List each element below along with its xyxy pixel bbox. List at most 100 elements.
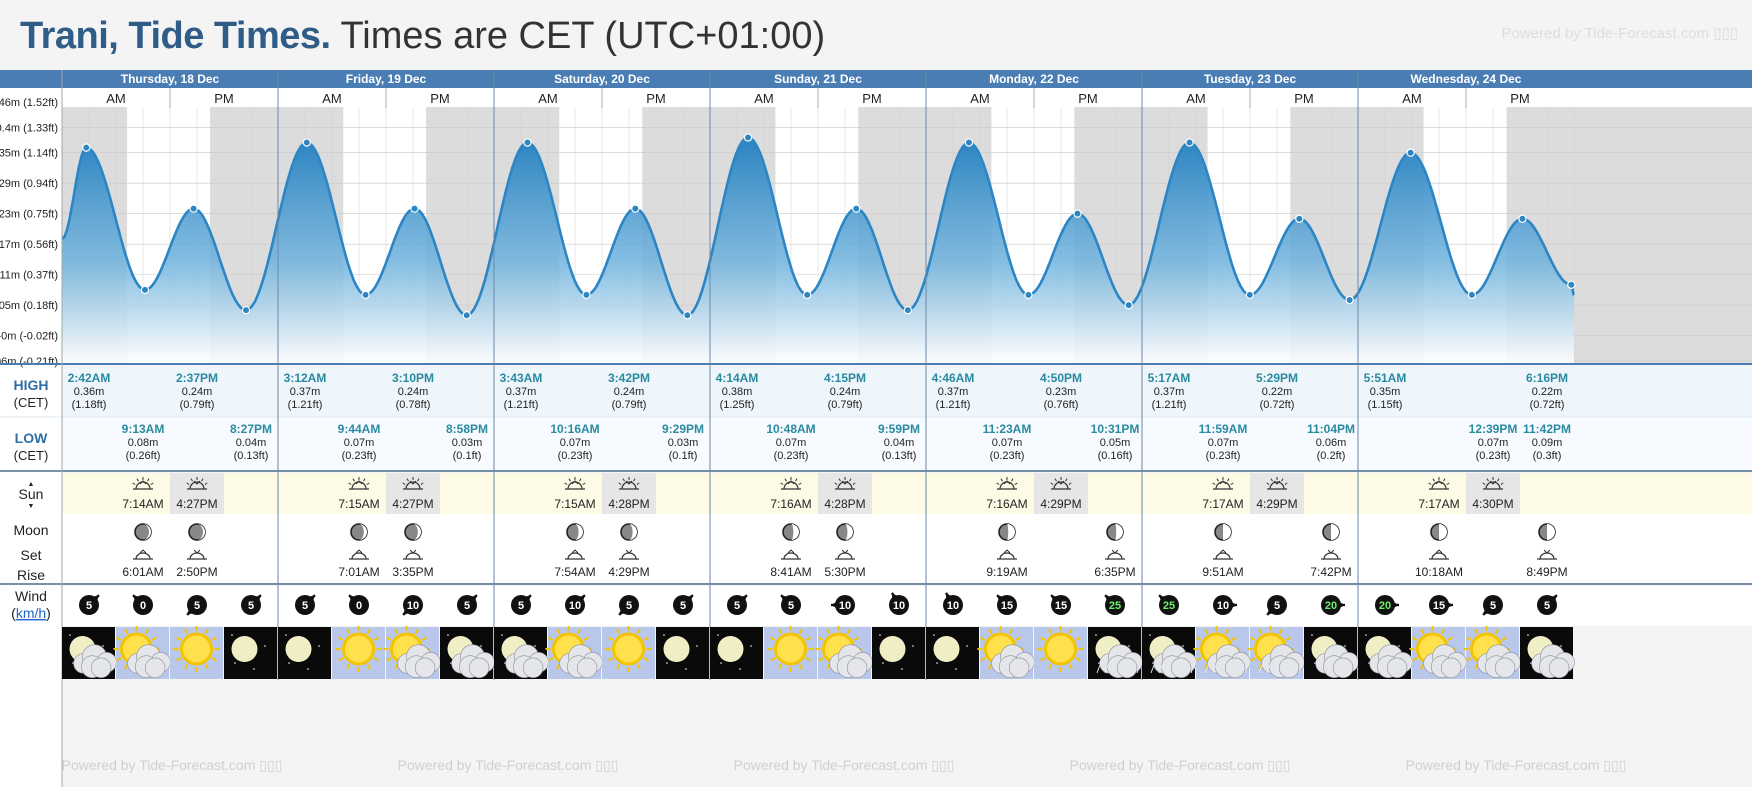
sun-ray: [366, 628, 371, 634]
sun-ray: [1212, 482, 1216, 485]
sun-ray: [778, 628, 783, 634]
wind-arrow-head: [1447, 602, 1453, 608]
cloud-puff: [1440, 657, 1462, 678]
star: [685, 668, 687, 670]
sun-ray: [352, 478, 355, 482]
low-tide-cell-time: 11:04PM: [1307, 422, 1355, 436]
partly-cloudy-day-icon: [545, 626, 603, 679]
moon-phase-icon: [350, 523, 368, 541]
wind-disc: [79, 595, 99, 615]
low-tide-point: [241, 305, 251, 315]
low-tide-cell-height-m: 0.08m: [128, 437, 159, 449]
wind-disc: [295, 595, 315, 615]
sun-ray: [616, 628, 621, 634]
cloud-shape: [505, 644, 549, 679]
moon-lit-part: [359, 524, 367, 540]
sun-arrow: [1489, 480, 1497, 485]
moonrise-icon: [349, 549, 369, 560]
low-tide-cell-height-ft: (0.13ft): [234, 450, 269, 462]
wind-speed: 10: [569, 600, 581, 612]
moon-lit-part: [1547, 524, 1555, 540]
moon-arrow: [409, 549, 417, 554]
low-tide-point: [683, 311, 692, 320]
sun-ray: [1065, 478, 1068, 482]
low-tide-point: [1024, 290, 1033, 300]
cloud-shape: [127, 644, 171, 679]
moon-lit-part: [1007, 524, 1015, 540]
wind-unit-link[interactable]: km/h: [16, 605, 46, 621]
sun-up-arrow: ▲: [28, 481, 35, 488]
low-tide-point: [1245, 290, 1255, 300]
cloud-puff: [468, 657, 490, 678]
day-header: Saturday, 20 Dec: [554, 72, 650, 86]
wind-unit: (km/h): [11, 605, 51, 621]
sun-ray: [211, 657, 217, 662]
am-label: AM: [1186, 91, 1206, 106]
rain-drop: [1158, 664, 1163, 674]
wind-speed: 5: [1490, 600, 1496, 612]
low-tide-cell-time: 11:59AM: [1199, 422, 1248, 436]
high-tide-point: [302, 138, 311, 147]
moonrise-time: 10:18AM: [1415, 565, 1463, 579]
high-tide-cell-time: 5:29PM: [1256, 371, 1298, 385]
rain-drop: [1190, 664, 1195, 674]
high-tide-cell-height-m: 0.37m: [938, 386, 969, 398]
moon-phase-icon: [1322, 523, 1340, 541]
low-tide-cell-height-m: 0.07m: [776, 437, 807, 449]
rain-drop: [1182, 664, 1187, 674]
sun-ray: [1440, 628, 1445, 634]
am-label: AM: [1402, 91, 1422, 106]
high-tide-cell-height-m: 0.22m: [1262, 386, 1293, 398]
sun-disc: [1215, 481, 1231, 490]
high-tide-point: [1185, 138, 1194, 147]
sun-ray: [980, 657, 986, 662]
rain-night-icon: [1142, 627, 1197, 679]
sun-disc: [1053, 481, 1069, 490]
cloud-shape: [1477, 644, 1521, 679]
high-tide-cell-time: 6:16PM: [1526, 371, 1568, 385]
sun-shape: [612, 632, 645, 666]
y-tick-label: 0.11m (0.37ft): [0, 270, 58, 282]
moonset-icon: [1321, 549, 1341, 560]
sun-ray: [853, 636, 859, 641]
moon-arrow: [1435, 549, 1443, 554]
star: [1149, 634, 1151, 636]
rain-drop: [1204, 664, 1209, 674]
high-row-bg: [62, 366, 1752, 417]
sun-ray: [838, 478, 841, 482]
sun-arrow: [787, 480, 795, 485]
sun-ray: [1230, 482, 1234, 485]
sun-arrow: [1435, 480, 1443, 485]
sun-ray: [616, 664, 621, 670]
moonrise-icon: [997, 549, 1017, 560]
low-tide-cell-height-m: 0.07m: [992, 437, 1023, 449]
sun-disc: [135, 481, 151, 490]
wind-indicator: 10: [831, 595, 855, 615]
high-tide-cell-height-ft: (1.15ft): [1368, 399, 1403, 411]
moon-lit-part: [1331, 524, 1339, 540]
moon-phase-icon: [836, 523, 854, 541]
high-tide-cell-time: 2:42AM: [68, 371, 111, 385]
moon-arrow: [1543, 549, 1551, 554]
sun-ray: [151, 636, 157, 641]
moon-arc: [783, 552, 799, 560]
low-tide-cell-height-m: 0.07m: [1478, 437, 1509, 449]
sun-ray: [608, 636, 614, 641]
wind-indicator: 5: [1266, 595, 1287, 616]
sunset-icon: [1482, 477, 1504, 490]
star: [696, 645, 698, 647]
wind-disc: [1537, 595, 1557, 615]
partly-cloudy-day-icon: [1409, 626, 1467, 679]
sun-ray: [116, 636, 122, 641]
sun-ray: [420, 482, 424, 485]
tide-line: [62, 136, 1575, 317]
cloudy-night-icon: [1358, 627, 1413, 679]
sun-ray: [818, 636, 824, 641]
low-tide-cell-time: 9:59PM: [878, 422, 920, 436]
moon-arrow: [571, 549, 579, 554]
sun-ray: [988, 664, 993, 670]
high-tide-cell-height-ft: (1.21ft): [1152, 399, 1187, 411]
sun-ray: [980, 636, 986, 641]
